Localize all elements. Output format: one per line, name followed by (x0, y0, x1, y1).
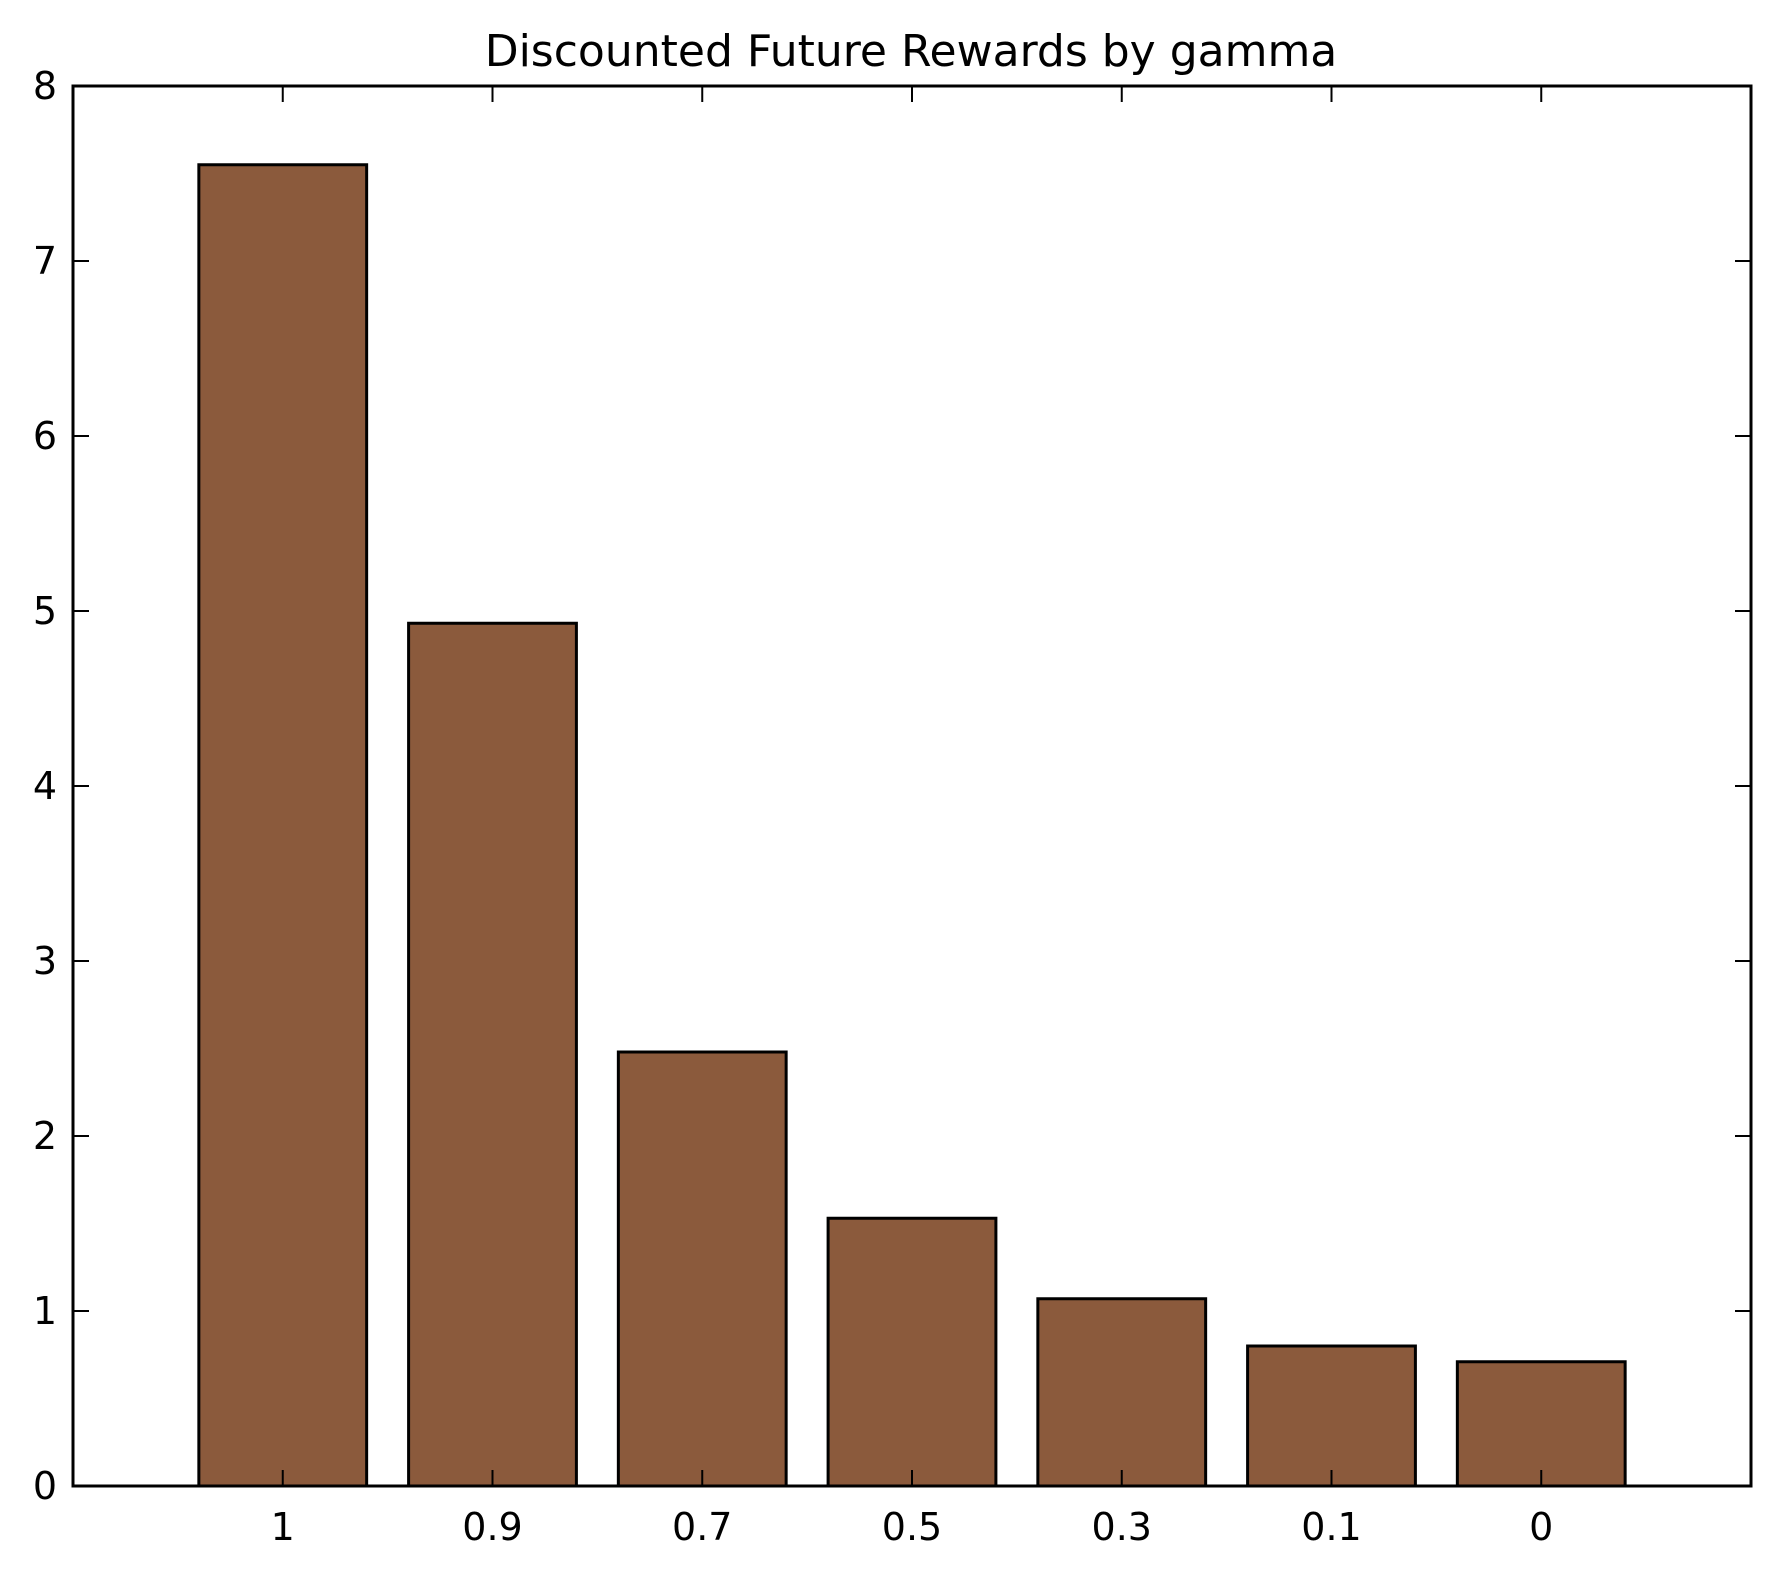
bar-1 (197, 163, 369, 1488)
x-tick-label: 0.5 (882, 1505, 942, 1549)
x-tick-label: 0.7 (672, 1505, 732, 1549)
y-tick-label: 0 (33, 1464, 57, 1508)
y-tick-label: 5 (33, 589, 57, 633)
bars-layer (197, 163, 1627, 1488)
y-tick-label: 6 (33, 414, 57, 458)
bar-0 (1455, 1360, 1627, 1488)
y-tick-label: 8 (33, 64, 57, 108)
y-tick-label: 1 (33, 1289, 57, 1333)
y-tick-label: 7 (33, 239, 57, 283)
x-tick-label: 1 (271, 1505, 295, 1549)
ticks-layer (73, 85, 1751, 1487)
y-tick-label: 3 (33, 939, 57, 983)
bar-0.9 (407, 621, 578, 1488)
x-tick-label: 0.3 (1092, 1505, 1152, 1549)
y-tick-label: 4 (33, 764, 57, 808)
tick-labels-layer: 1 0.9 0.7 0.5 0.3 0.1 0 0 1 2 3 4 5 6 7 8 (33, 64, 1554, 1549)
bar-0.1 (1246, 1344, 1417, 1488)
bar-0.7 (616, 1050, 788, 1488)
bar-0.5 (826, 1216, 998, 1488)
bar-0.3 (1036, 1297, 1208, 1488)
x-tick-label: 0 (1529, 1505, 1553, 1549)
chart-title: Discounted Future Rewards by gamma (485, 26, 1338, 77)
x-tick-label: 0.1 (1301, 1505, 1361, 1549)
y-tick-label: 2 (33, 1114, 57, 1158)
x-tick-label: 0.9 (462, 1505, 522, 1549)
